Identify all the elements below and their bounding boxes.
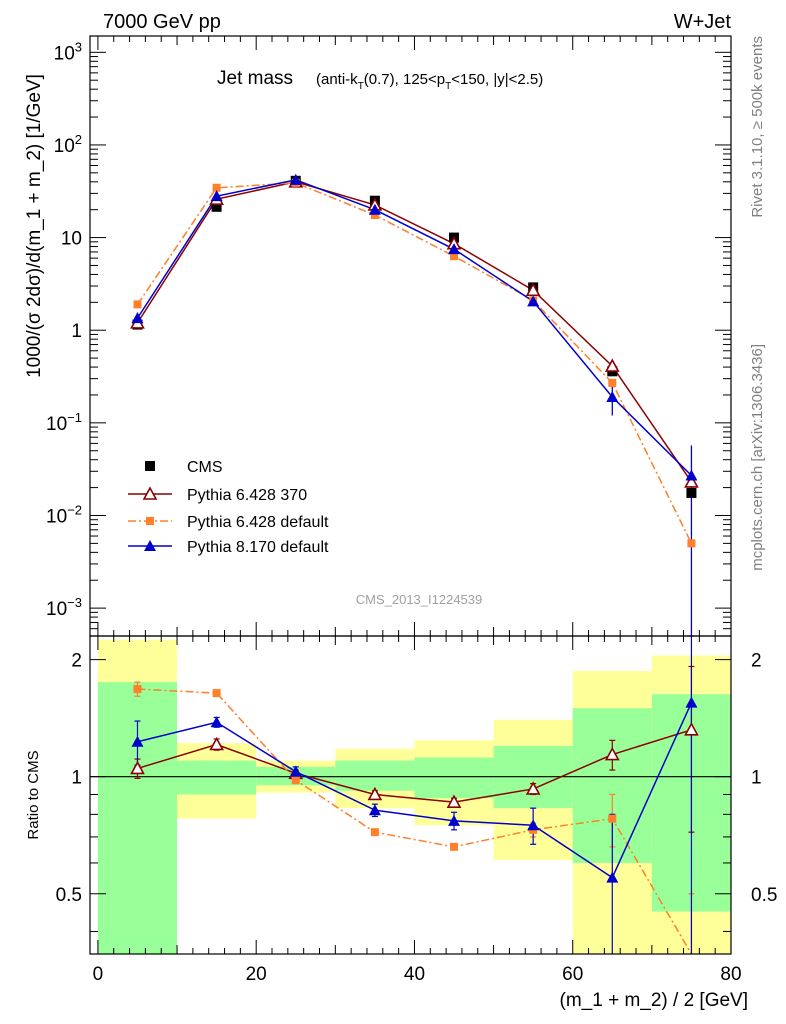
main-series-point [525, 282, 541, 297]
ratio-series-point [448, 814, 461, 826]
legend-marker [146, 517, 154, 525]
x-axis-label: (m_1 + m_2) / 2 [GeV] [560, 990, 749, 1011]
main-series-point [685, 469, 698, 481]
legend-label: Pythia 8.170 default [187, 539, 329, 556]
ratio-series-point [370, 828, 379, 837]
ratio-frame [89, 635, 732, 955]
ratio-series-point [685, 696, 698, 708]
ratio-tick-label-left: 2 [71, 651, 82, 672]
ratio-band-inner [414, 757, 494, 799]
main-series-point [604, 358, 620, 372]
ratio-series-point [212, 689, 221, 698]
ratio-series-line [137, 702, 693, 879]
ratio-series-point [606, 871, 619, 883]
x-tick-label: 20 [246, 964, 267, 985]
main-series-point [450, 252, 459, 261]
legend-label: Pythia 6.428 default [187, 514, 329, 531]
analysis-id: CMS_2013_I1224539 [356, 592, 483, 607]
legend-label: CMS [187, 459, 223, 476]
plot-title-main: Jet mass [217, 68, 293, 89]
ratio-series-point [209, 736, 224, 751]
legend-marker [144, 540, 156, 551]
ratio-series-point [527, 819, 540, 831]
y-tick-label: 10 [61, 229, 82, 250]
legend-marker [142, 486, 158, 500]
y-tick-label: 10−1 [46, 410, 82, 435]
plot-title-sub: (anti-kT(0.7), 125<pT<150, |y|<2.5) [316, 71, 543, 92]
ratio-band-inner [177, 760, 257, 795]
ratio-tick-label-right: 1 [751, 768, 762, 789]
ratio-band-inner [335, 760, 415, 791]
ratio-series-point [684, 722, 699, 736]
main-series-line [136, 181, 693, 483]
ratio-series-point [450, 842, 459, 851]
main-series-point [370, 211, 379, 220]
y-tick-label: 103 [54, 39, 82, 64]
main-series-point [210, 190, 223, 202]
main-series-point [687, 539, 696, 548]
ratio-series-point [608, 814, 617, 823]
energy-label: 7000 GeV pp [103, 11, 221, 33]
ratio-series-point [130, 760, 145, 775]
ratio-series-point [210, 716, 223, 728]
ratio-axis-label: Ratio to CMS [25, 750, 42, 839]
main-series-point [133, 300, 142, 309]
ratio-series-point [289, 765, 302, 777]
y-axis-label: 1000/(σ 2dσ)/d(m_1 + m_2) [1/GeV] [24, 74, 45, 378]
x-tick-label: 80 [720, 964, 741, 985]
ratio-series-point [367, 786, 383, 801]
ratio-tick-label-right: 0.5 [751, 885, 777, 906]
ratio-series-point [133, 685, 142, 694]
y-tick-label: 10−3 [46, 595, 82, 620]
cms-data-point [211, 201, 222, 212]
main-series-point [608, 378, 617, 387]
ratio-panel [90, 635, 731, 955]
main-series-point [212, 183, 221, 192]
axes: 0 20 40 60 80 10−3 10−2 10−1 1 10 102 103 0.5 0.5 1 1 2 2 [46, 35, 777, 985]
y-tick-label: 10−2 [46, 502, 82, 527]
process-label: W+Jet [674, 11, 732, 33]
y-tick-label: 102 [54, 132, 82, 157]
ratio-series-point [131, 735, 144, 747]
ratio-uncertainty-bands [97, 639, 731, 954]
main-series-line [136, 182, 693, 544]
ratio-tick-label-left: 0.5 [56, 885, 82, 906]
legend-label: Pythia 6.428 370 [187, 487, 307, 504]
x-tick-label: 40 [404, 964, 425, 985]
ratio-series-point [604, 746, 620, 761]
x-tick-label: 60 [562, 964, 583, 985]
main-series-point [527, 295, 540, 307]
main-series-point [448, 243, 461, 255]
source-label: mcplots.cern.ch [arXiv:1306.3436] [749, 344, 766, 571]
main-series-point [606, 391, 619, 403]
y-tick-label: 1 [71, 321, 82, 342]
main-panel [130, 173, 699, 636]
legend: CMS Pythia 6.428 370 Pythia 6.428 default P… [128, 459, 329, 556]
main-series-point [684, 474, 699, 488]
main-series-point [131, 312, 144, 324]
legend-marker-cms [145, 461, 155, 471]
main-series-point [368, 203, 381, 215]
main-series-line [136, 179, 692, 477]
ratio-tick-label-left: 1 [71, 768, 82, 789]
x-tick-label: 0 [93, 964, 104, 985]
ratio-series-point [446, 794, 462, 808]
rivet-label: Rivet 3.1.10, ≥ 500k events [749, 36, 766, 218]
ratio-series-point [368, 804, 381, 816]
main-series-point [289, 173, 302, 185]
ratio-series-point [525, 781, 541, 795]
ratio-series-point [291, 776, 300, 785]
ratio-series-line [137, 688, 693, 955]
ratio-tick-label-right: 2 [751, 651, 762, 672]
ratio-series-line [137, 729, 692, 803]
cms-data-point [686, 487, 697, 498]
